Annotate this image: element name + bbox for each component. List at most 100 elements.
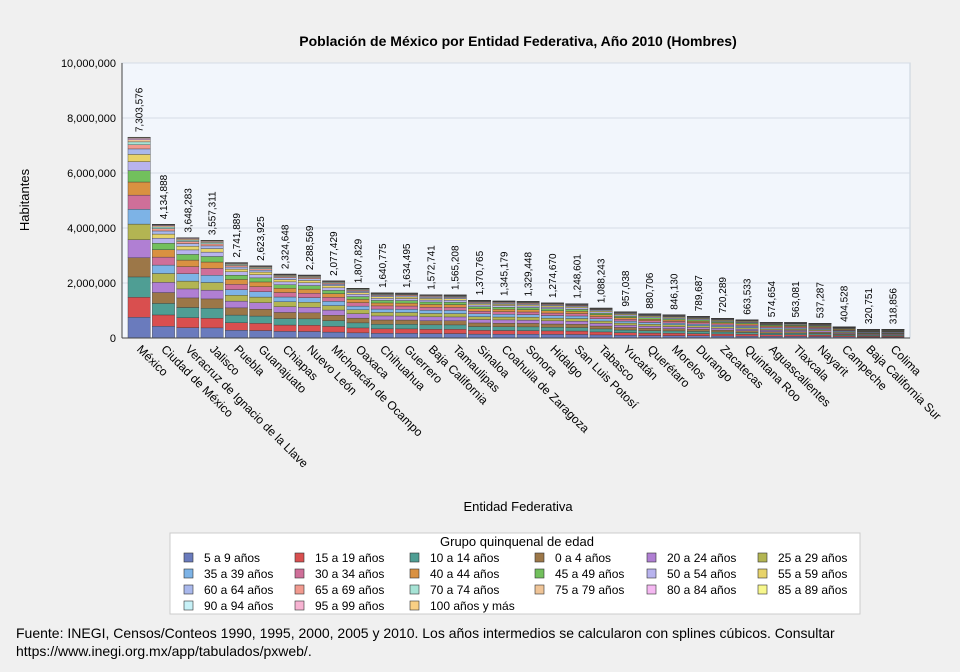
bar-segment <box>516 319 540 324</box>
bar-segment <box>589 331 613 336</box>
bar-segment <box>662 321 686 324</box>
bar-segment <box>249 315 273 324</box>
bar-segment <box>297 282 321 286</box>
legend-item: 65 a 69 años <box>294 583 384 597</box>
bar-segment <box>346 291 370 293</box>
bar-segment <box>711 322 735 325</box>
bar-segment <box>273 306 297 313</box>
bar-stack <box>468 300 491 339</box>
bar-segment <box>176 273 200 282</box>
bar-segment <box>443 297 467 299</box>
bar-segment <box>443 304 467 308</box>
bar-segment <box>614 327 637 331</box>
bar-segment <box>152 273 175 283</box>
bar-segment <box>346 292 370 295</box>
bar-segment <box>492 326 516 331</box>
bar-segment <box>468 316 491 320</box>
total-label: 563,081 <box>791 281 802 318</box>
bar-segment <box>297 293 321 298</box>
legend-swatch <box>409 568 420 579</box>
bar-segment <box>297 318 321 326</box>
legend-swatch <box>294 584 305 595</box>
legend-label: 25 a 29 años <box>778 551 847 565</box>
bar-segment <box>711 326 735 329</box>
bar-segment <box>686 320 710 323</box>
bar-segment <box>346 322 370 329</box>
bar-segment <box>176 259 200 267</box>
bar-segment <box>419 304 443 308</box>
total-label: 537,287 <box>815 282 826 319</box>
legend-item: 75 a 79 años <box>534 583 624 597</box>
bar-segment <box>225 295 248 302</box>
bar-segment <box>759 331 783 334</box>
x-axis-label: Entidad Federativa <box>463 499 573 514</box>
bar-segment <box>565 313 589 317</box>
legend-label: 55 a 59 años <box>778 567 847 581</box>
bar-segment <box>541 323 564 328</box>
bar-segment <box>152 226 175 229</box>
legend-label: 100 años y más <box>430 599 515 613</box>
bar-segment <box>249 308 273 317</box>
total-label: 3,648,283 <box>183 188 194 233</box>
bar-stack <box>638 313 662 339</box>
bar-segment <box>297 325 321 332</box>
bar-segment <box>614 314 637 317</box>
bar-segment <box>516 307 540 310</box>
bar-segment <box>662 319 686 322</box>
bar-segment <box>468 306 491 309</box>
legend-item: 0 a 4 años <box>534 551 611 565</box>
bar-segment <box>176 297 200 308</box>
bar-segment <box>395 315 418 321</box>
bar-segment <box>614 317 637 320</box>
bar-segment <box>200 327 224 339</box>
chart: Población de México por Entidad Federati… <box>17 33 944 615</box>
bar-segment <box>468 319 491 324</box>
bar-segment <box>225 330 248 339</box>
total-label: 320,751 <box>864 288 875 325</box>
bar-stack <box>273 273 297 339</box>
bar-segment <box>468 333 491 339</box>
bar-segment <box>273 318 297 326</box>
bar-segment <box>225 284 248 290</box>
bar-segment <box>516 304 540 307</box>
bar-segment <box>297 331 321 339</box>
legend-swatch <box>409 584 420 595</box>
footnote: Fuente: INEGI, Censos/Conteos 1990, 1995… <box>16 625 835 659</box>
bar-segment <box>152 282 175 293</box>
bar-stack <box>614 311 637 339</box>
bar-segment <box>419 320 443 326</box>
y-tick-label: 10,000,000 <box>61 58 116 70</box>
bar-segment <box>225 289 248 296</box>
bar-stack <box>857 329 880 339</box>
legend-item: 20 a 24 años <box>646 551 736 565</box>
legend-item: 30 a 34 años <box>294 567 384 581</box>
bar-segment <box>589 314 613 317</box>
bar-segment <box>541 308 564 311</box>
bar-segment <box>127 239 151 258</box>
bar-segment <box>395 312 418 317</box>
bar-segment <box>443 324 467 330</box>
bar-segment <box>297 297 321 303</box>
bar-segment <box>395 298 418 301</box>
bar-segment <box>492 330 516 335</box>
total-label: 318,856 <box>888 288 899 325</box>
bar-segment <box>152 303 175 316</box>
bar-segment <box>346 294 370 297</box>
legend-swatch <box>294 552 305 563</box>
bar-segment <box>395 300 418 304</box>
bar-segment <box>492 334 516 339</box>
bar-segment <box>443 333 467 339</box>
bar-segment <box>516 311 540 315</box>
bar-segment <box>273 312 297 319</box>
bar-segment <box>273 281 297 285</box>
legend-swatch <box>294 568 305 579</box>
bar-segment <box>614 324 637 328</box>
legend-swatch <box>183 552 194 563</box>
legend-item: 55 a 59 años <box>757 567 847 581</box>
bar-segment <box>273 331 297 339</box>
legend-label: 5 a 9 años <box>204 551 260 565</box>
bar-segment <box>249 274 273 279</box>
bar-segment <box>127 139 151 143</box>
legend-label: 60 a 64 años <box>204 583 273 597</box>
bar-stack <box>200 239 224 339</box>
